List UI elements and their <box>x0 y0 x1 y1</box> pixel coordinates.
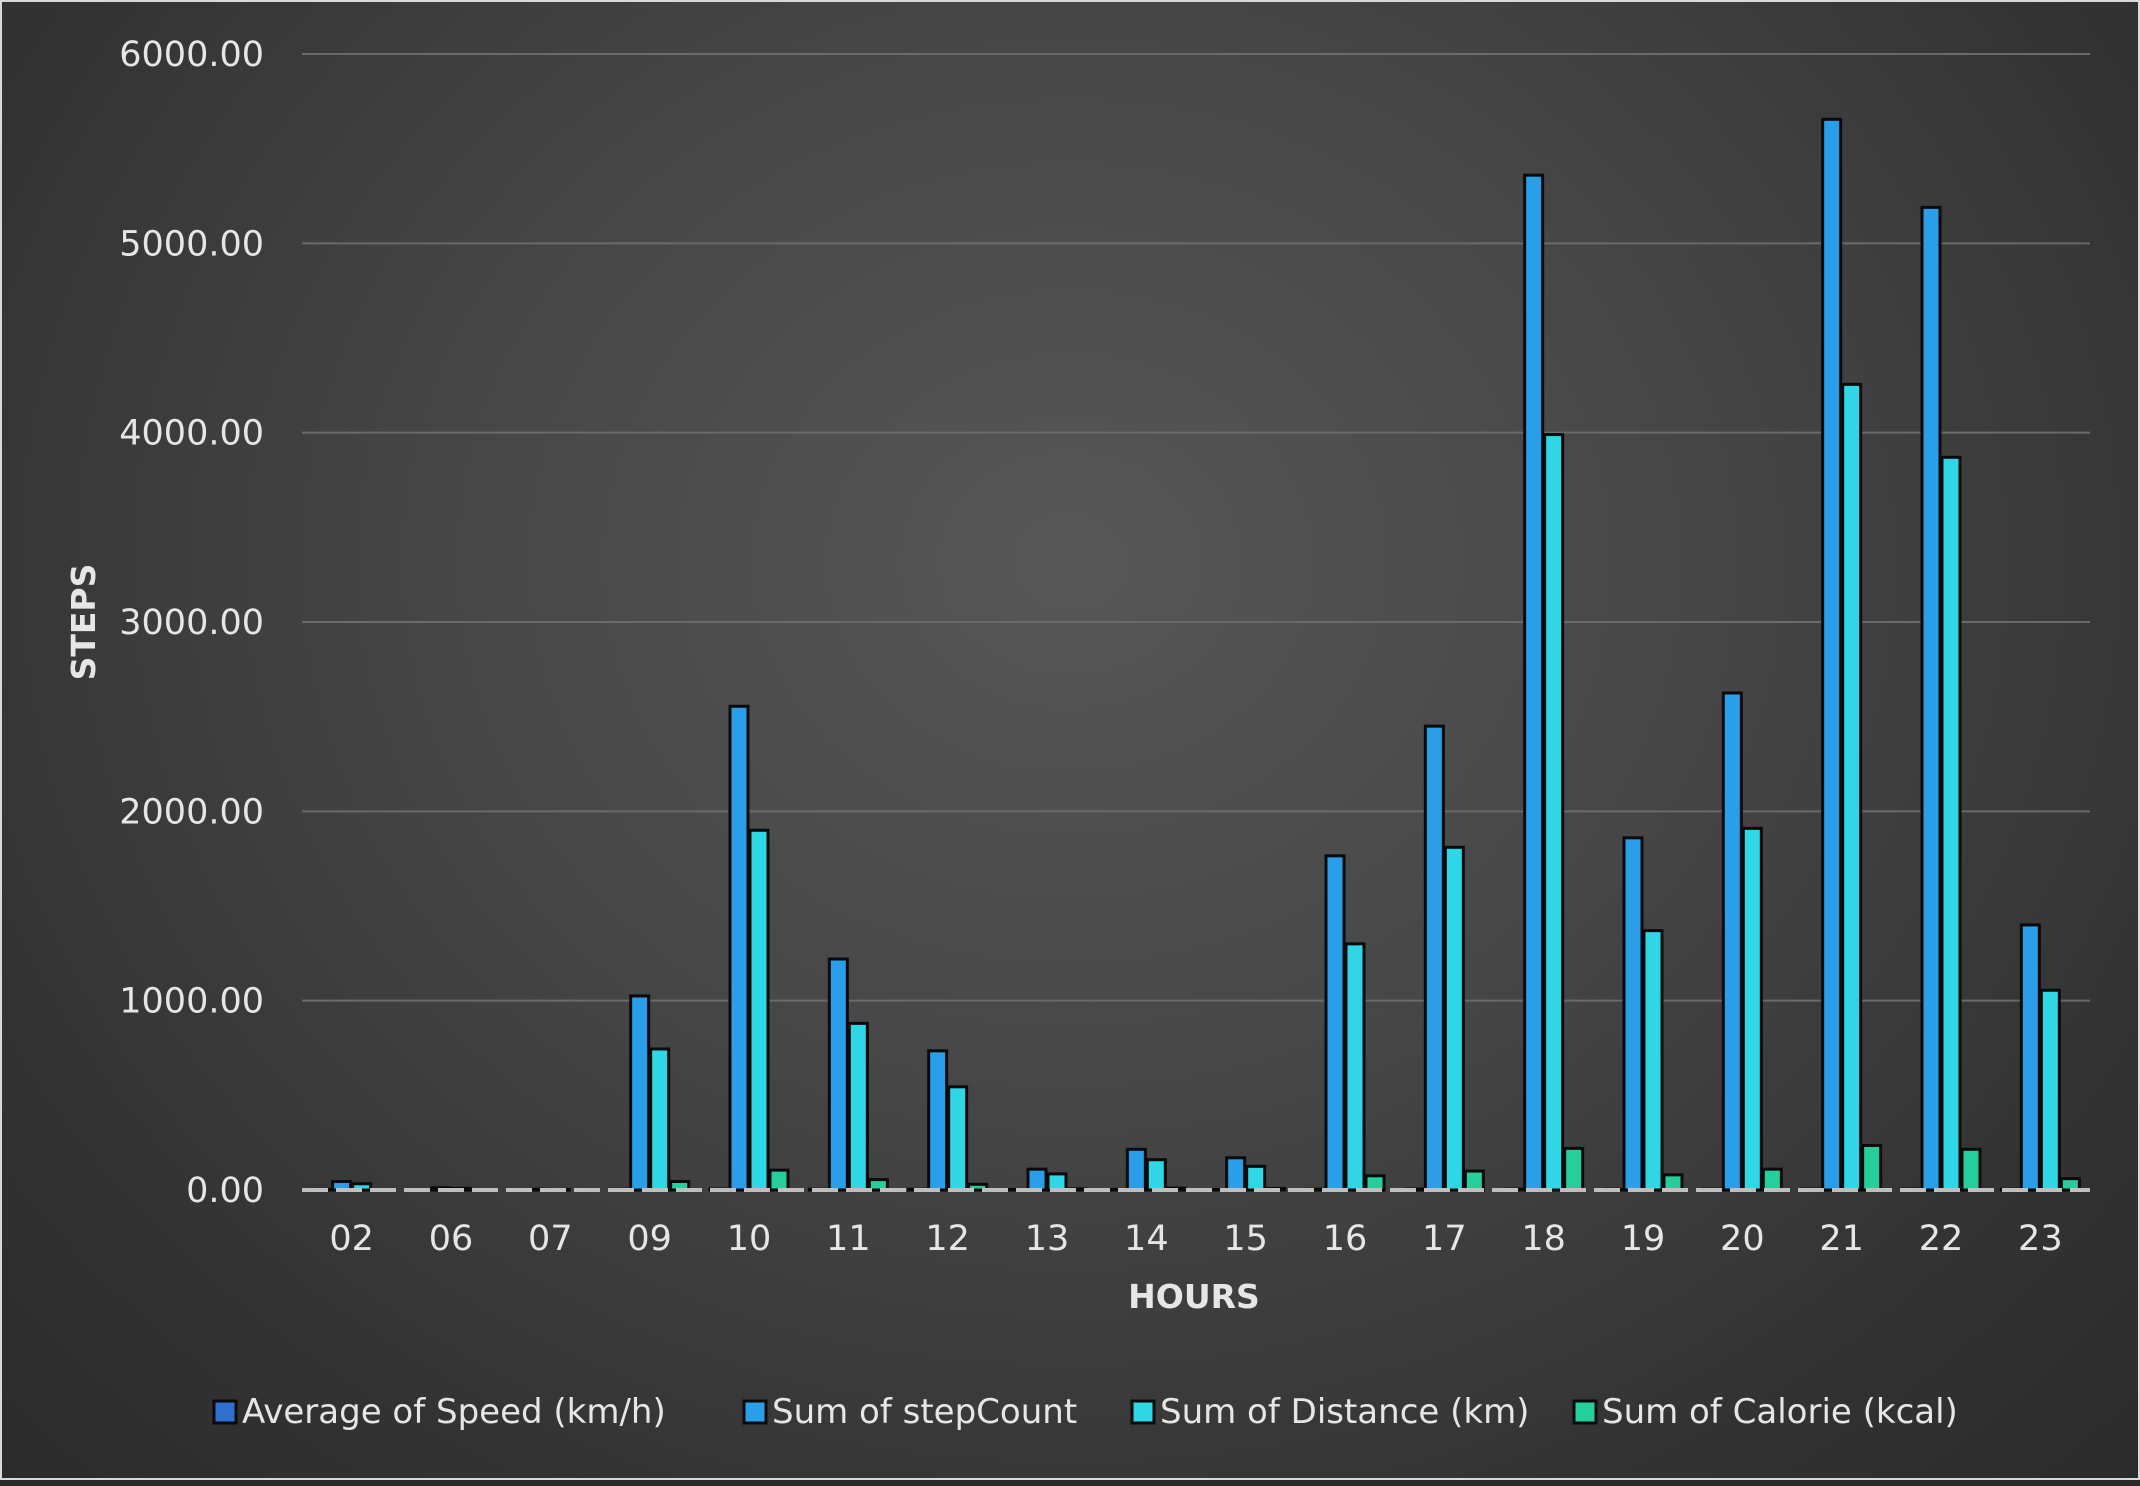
bar <box>1545 435 1563 1190</box>
legend-swatch <box>1574 1401 1596 1423</box>
bar <box>1445 847 1463 1190</box>
y-axis-title: STEPS <box>64 564 103 681</box>
bar <box>1048 1174 1066 1190</box>
legend-swatch <box>1132 1401 1154 1423</box>
bar <box>770 1170 788 1190</box>
bar <box>1624 838 1642 1190</box>
bar <box>1346 944 1364 1190</box>
bar <box>2041 990 2059 1190</box>
x-tick-label: 19 <box>1621 1219 1666 1259</box>
x-tick-label: 13 <box>1025 1219 1070 1259</box>
x-tick-label: 11 <box>826 1219 871 1259</box>
x-tick-label: 02 <box>329 1219 374 1259</box>
bar <box>1326 856 1344 1190</box>
bar <box>1565 1148 1583 1190</box>
bar <box>949 1087 967 1190</box>
bar <box>1942 457 1960 1190</box>
bar <box>730 706 748 1190</box>
y-tick-label: 4000.00 <box>119 414 264 454</box>
x-tick-label: 06 <box>429 1219 474 1259</box>
x-tick-label: 14 <box>1124 1219 1169 1259</box>
bar <box>2021 925 2039 1190</box>
x-tick-label: 07 <box>528 1219 573 1259</box>
bar <box>1127 1149 1145 1190</box>
bar <box>929 1051 947 1190</box>
x-tick-label: 10 <box>727 1219 772 1259</box>
bar <box>1366 1176 1384 1190</box>
x-tick-label: 22 <box>1919 1219 1964 1259</box>
bar <box>651 1049 669 1190</box>
bar <box>1644 931 1662 1190</box>
x-tick-label: 17 <box>1422 1219 1467 1259</box>
bar <box>849 1023 867 1190</box>
x-tick-label: 21 <box>1819 1219 1864 1259</box>
legend-label: Average of Speed (km/h) <box>242 1392 666 1432</box>
x-tick-label: 16 <box>1323 1219 1368 1259</box>
x-axis-title: HOURS <box>1128 1277 1260 1316</box>
bar <box>1465 1171 1483 1190</box>
bar <box>1922 207 1940 1190</box>
bar <box>1247 1166 1265 1190</box>
y-tick-labels: 0.00 1000.00 2000.00 3000.00 4000.00 5000.00 6… <box>119 35 264 1211</box>
x-tick-label: 12 <box>925 1219 970 1259</box>
bar <box>1664 1175 1682 1190</box>
bar <box>1823 119 1841 1190</box>
x-tick-label: 18 <box>1521 1219 1566 1259</box>
bar <box>750 830 768 1190</box>
bar <box>1743 828 1761 1190</box>
legend-label: Sum of Calorie (kcal) <box>1602 1392 1958 1432</box>
legend-label: Sum of stepCount <box>772 1392 1077 1432</box>
x-tick-label: 20 <box>1720 1219 1765 1259</box>
y-tick-label: 1000.00 <box>119 982 264 1022</box>
bars <box>302 119 2090 1190</box>
y-tick-label: 0.00 <box>186 1171 264 1211</box>
bar <box>1227 1158 1245 1190</box>
bar <box>1525 175 1543 1190</box>
x-tick-labels: 02 06 07 09 10 11 12 13 14 15 16 17 18 19 20 21 22 23 <box>329 1219 2062 1259</box>
bar <box>1028 1169 1046 1190</box>
legend: Average of Speed (km/h) Sum of stepCount S… <box>214 1392 1958 1432</box>
bar <box>1863 1146 1881 1190</box>
y-tick-label: 2000.00 <box>119 792 264 832</box>
x-tick-label: 09 <box>627 1219 672 1259</box>
bar <box>1962 1149 1980 1190</box>
bar <box>829 959 847 1190</box>
x-tick-label: 23 <box>2018 1219 2063 1259</box>
bar <box>631 996 649 1190</box>
bar <box>1425 726 1443 1190</box>
y-tick-label: 3000.00 <box>119 603 264 643</box>
bar <box>1147 1160 1165 1190</box>
y-tick-label: 5000.00 <box>119 224 264 264</box>
legend-swatch <box>214 1401 236 1423</box>
legend-label: Sum of Distance (km) <box>1160 1392 1529 1432</box>
bar <box>1763 1169 1781 1190</box>
y-tick-label: 6000.00 <box>119 35 264 75</box>
bar <box>1843 384 1861 1190</box>
x-tick-label: 15 <box>1223 1219 1268 1259</box>
legend-swatch <box>744 1401 766 1423</box>
bar <box>1723 693 1741 1190</box>
